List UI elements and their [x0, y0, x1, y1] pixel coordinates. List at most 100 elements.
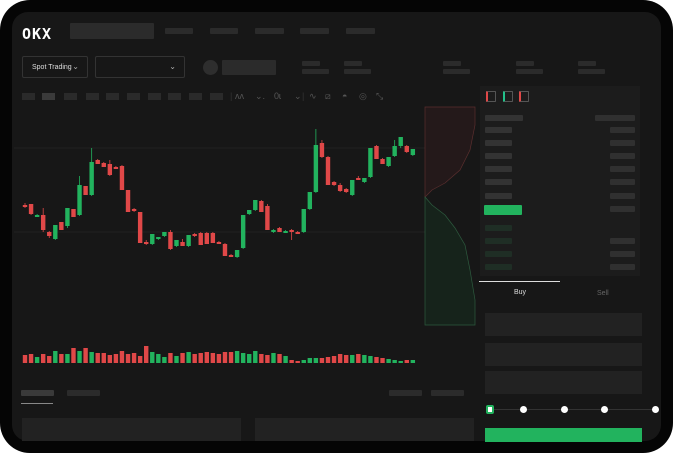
nav-item[interactable]	[165, 28, 193, 34]
wave-icon[interactable]: ∿	[309, 91, 317, 101]
volume-bar	[374, 357, 379, 363]
volume-bar	[362, 355, 367, 363]
candle-body	[150, 234, 155, 244]
tab-open-orders[interactable]	[21, 390, 54, 396]
volume-bar	[228, 352, 234, 363]
volume-bar	[119, 351, 125, 363]
volume-bar	[234, 351, 240, 363]
ask-price	[485, 127, 512, 133]
candle-body	[392, 146, 397, 156]
slider-track[interactable]	[490, 409, 656, 410]
volume-bar	[59, 354, 64, 363]
timeframe-button[interactable]	[64, 93, 77, 100]
candle-body	[343, 189, 349, 192]
volume-bar	[222, 352, 228, 363]
timeframe-button[interactable]	[168, 93, 181, 100]
volume-bar	[331, 356, 337, 363]
slider-stop[interactable]	[561, 406, 568, 413]
candle-body	[398, 137, 403, 146]
candle-body	[222, 244, 228, 256]
candle-body	[331, 182, 337, 185]
slider-stop[interactable]	[652, 406, 659, 413]
nav-item[interactable]	[255, 28, 284, 34]
search-bar[interactable]	[70, 23, 154, 39]
volume-bar	[404, 360, 409, 363]
nav-item[interactable]	[210, 28, 238, 34]
stat-value	[578, 69, 605, 74]
candle-body	[162, 232, 167, 236]
timeframe-button[interactable]	[106, 93, 119, 100]
depth-asks-area	[424, 106, 476, 198]
bids-icon[interactable]	[503, 91, 513, 102]
timeframe-button[interactable]	[42, 93, 55, 100]
volume-bar	[289, 360, 294, 363]
timeframe-button[interactable]	[22, 93, 35, 100]
price-input[interactable]	[485, 313, 642, 336]
total-input[interactable]	[485, 371, 642, 394]
slider-stop[interactable]	[520, 406, 527, 413]
candle-body	[47, 232, 52, 236]
volume-bar	[368, 356, 373, 363]
indicator-icon[interactable]: ʌʌ	[235, 91, 244, 101]
fullscreen-icon[interactable]: ⤡	[376, 91, 384, 101]
tab-buy[interactable]: Buy	[514, 289, 527, 296]
candle-body	[156, 237, 161, 239]
candle-body	[271, 230, 276, 232]
camera-icon[interactable]: ◓	[342, 91, 348, 101]
ruler-icon[interactable]: ⧄	[325, 91, 331, 101]
tab-order-history[interactable]	[67, 390, 100, 396]
line-style-icon[interactable]: ⌄.	[255, 91, 266, 101]
filter-button[interactable]	[431, 390, 464, 396]
size-value	[610, 264, 635, 270]
ask-price	[485, 179, 512, 185]
settings-icon[interactable]: ◎	[359, 91, 367, 101]
filter-button[interactable]	[389, 390, 422, 396]
volume-bar	[71, 348, 76, 363]
buy-button[interactable]	[485, 428, 642, 442]
both-sides-icon[interactable]	[486, 91, 496, 102]
volume-bar	[144, 346, 149, 363]
volume-bar	[186, 352, 191, 363]
timeframe-button[interactable]	[210, 93, 223, 100]
candle-body	[204, 233, 209, 244]
pair-dropdown[interactable]: ⌄	[95, 56, 185, 78]
slider-handle[interactable]	[486, 405, 494, 414]
candle-body	[410, 149, 416, 155]
volume-bar	[307, 358, 313, 363]
size-value	[595, 115, 635, 121]
size-value	[610, 140, 635, 146]
nav-item[interactable]	[300, 28, 329, 34]
nav-item[interactable]	[346, 28, 375, 34]
candle-body	[144, 242, 149, 244]
volume-bar	[325, 357, 331, 363]
timeframe-button[interactable]	[127, 93, 140, 100]
volume-bar	[410, 360, 416, 363]
size-value	[610, 166, 635, 172]
amount-input[interactable]	[485, 343, 642, 366]
volume-bar	[319, 358, 325, 363]
ask-price	[485, 140, 512, 146]
candle-body	[216, 242, 222, 244]
candle-body	[192, 234, 197, 236]
timeframe-button[interactable]	[148, 93, 161, 100]
candle-body	[301, 209, 306, 232]
timeframe-button[interactable]	[86, 93, 99, 100]
chevron-down-icon[interactable]: ⌄	[294, 91, 302, 101]
volume-bar	[247, 354, 252, 363]
crosshair-icon[interactable]: 0ɩ	[274, 91, 282, 101]
market-dropdown[interactable]: Spot Trading ⌄	[22, 56, 88, 78]
timeframe-button[interactable]	[189, 93, 202, 100]
asks-icon[interactable]	[519, 91, 529, 102]
size-value	[610, 206, 635, 212]
candle-body	[34, 215, 40, 217]
coin-avatar	[203, 60, 218, 75]
slider-stop[interactable]	[601, 406, 608, 413]
candle-body	[65, 208, 70, 226]
volume-bar	[40, 354, 46, 363]
volume-bar	[150, 352, 155, 363]
buy-tab-underline	[479, 281, 560, 282]
candle-body	[71, 209, 76, 217]
stat-label	[516, 61, 534, 66]
tab-sell[interactable]: Sell	[597, 290, 609, 297]
